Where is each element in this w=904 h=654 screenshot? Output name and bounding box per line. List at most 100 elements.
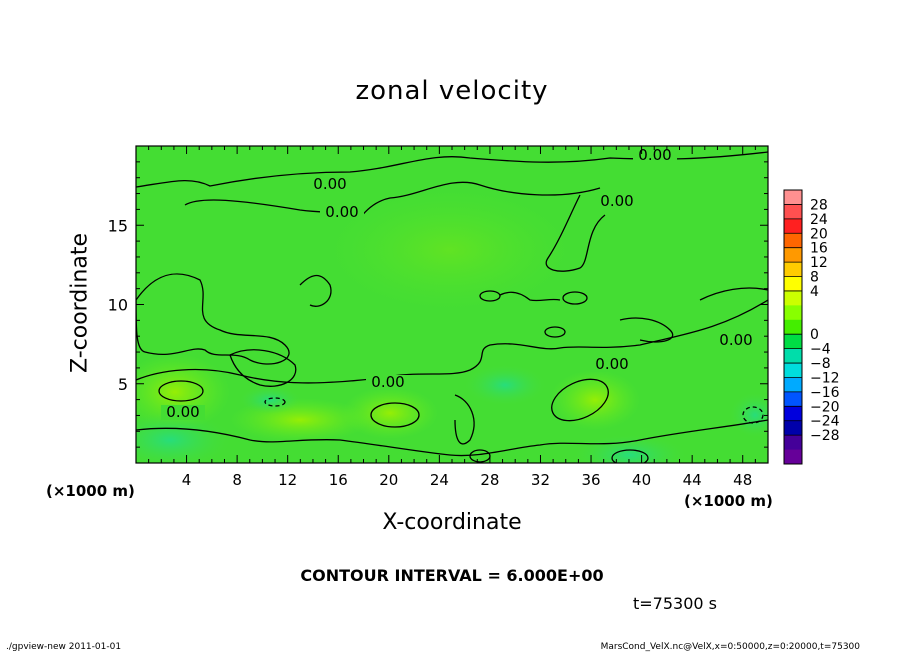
- contour-line: [699, 287, 768, 301]
- x-tick-label: 16: [329, 471, 348, 489]
- x-tick-label: 44: [683, 471, 702, 489]
- colorbar-label: −12: [810, 370, 840, 386]
- colorbar-swatch: [784, 435, 802, 451]
- colorbar-label: −28: [810, 428, 840, 444]
- field-patch: [550, 370, 640, 430]
- colorbar-label: −4: [810, 342, 831, 358]
- contour-label: 0.00: [719, 331, 752, 349]
- colorbar-swatch: [784, 247, 802, 263]
- contour-line: [619, 317, 674, 343]
- x-tick-label: 28: [480, 471, 499, 489]
- field-patch: [730, 393, 768, 437]
- field-patch: [136, 412, 230, 463]
- colorbar-label: 4: [810, 284, 819, 300]
- colorbar-swatch: [784, 391, 802, 407]
- contour-label: 0.00: [600, 192, 633, 210]
- colorbar-swatch: [784, 262, 802, 278]
- contour-line: [229, 349, 297, 387]
- y-axis-label: Z-coordinate: [67, 233, 93, 373]
- contour-label-bg: [595, 194, 639, 209]
- contour-label: 0.00: [595, 355, 628, 373]
- contour-line: [184, 181, 601, 219]
- contour-label-bg: [366, 375, 410, 390]
- x-axis: 4 8 12 16 20 24 28 32 36 40 44 48: [135, 146, 769, 489]
- contour-closed: [562, 291, 588, 305]
- field-patch: [575, 435, 685, 463]
- contour-labels: 0.00 0.00 0.00 0.00 0.00 0.00 0.00 0.00: [161, 146, 758, 421]
- contour-label-bg: [308, 177, 352, 192]
- contour-interval: CONTOUR INTERVAL = 6.000E+00: [300, 566, 604, 585]
- contour-label: 0.00: [638, 146, 671, 164]
- colorbar-label: −16: [810, 385, 840, 401]
- colorbar-swatch: [784, 334, 802, 350]
- y-axis: 5 10 15: [108, 145, 768, 464]
- y-tick-label: 10: [108, 296, 128, 315]
- colorbar-swatch: [784, 204, 802, 220]
- colorbar-label: 16: [810, 241, 828, 257]
- colorbar-swatch: [784, 190, 802, 205]
- colorbar-label: 8: [810, 270, 819, 286]
- colorbar-swatch: [784, 290, 802, 306]
- contour-lines: [136, 151, 768, 463]
- footer-right: MarsCond_VelX.nc@VelX,x=0:50000,z=0:2000…: [600, 642, 860, 652]
- colorbar-label: 28: [810, 197, 828, 213]
- colorbar-swatch: [784, 276, 802, 292]
- colorbar-frame: [783, 189, 803, 465]
- colorbar-swatch: [784, 406, 802, 422]
- x-tick-label: 40: [632, 471, 651, 489]
- contour-line: [454, 394, 475, 445]
- x-tick-label: 8: [232, 471, 242, 489]
- contour-label-bg: [590, 357, 634, 372]
- contour-label-bg: [161, 405, 205, 420]
- x-tick-label: 48: [733, 471, 752, 489]
- contour-line: [299, 274, 332, 307]
- contour-closed: [742, 406, 764, 424]
- contour-line: [499, 291, 561, 302]
- colorbar-swatch: [784, 218, 802, 234]
- chart-title: zonal velocity: [355, 76, 549, 106]
- colorbar-label: −8: [810, 356, 831, 372]
- contour-label: 0.00: [313, 175, 346, 193]
- x-tick-label: 32: [531, 471, 550, 489]
- contour-closed: [370, 402, 420, 428]
- contour-label-bg: [633, 148, 677, 163]
- heatmap-field: [136, 146, 768, 463]
- contour-closed: [158, 380, 204, 402]
- footer-left: ./gpview-new 2011-01-01: [6, 642, 122, 652]
- colorbar-swatch: [784, 233, 802, 249]
- y-tick-label: 15: [108, 216, 128, 235]
- contour-line: [136, 273, 290, 365]
- colorbar-swatch: [784, 449, 802, 465]
- colorbar-label: 24: [810, 212, 828, 228]
- colorbar-label: 12: [810, 255, 828, 271]
- contour-line: [136, 419, 768, 457]
- x-tick-label: 36: [581, 471, 600, 489]
- colorbar-label: −24: [810, 414, 840, 430]
- contour-label: 0.00: [371, 373, 404, 391]
- colorbar-swatch: [784, 348, 802, 364]
- colorbar-swatch: [784, 319, 802, 335]
- colorbar-label: −20: [810, 399, 840, 415]
- contour-label-bg: [714, 333, 758, 348]
- colorbar-swatch: [784, 420, 802, 436]
- y-tick-label: 5: [118, 375, 128, 394]
- field-patch: [465, 365, 545, 405]
- contour-closed: [551, 378, 609, 422]
- field-patch: [240, 386, 300, 414]
- contour-line: [545, 194, 606, 272]
- contour-closed: [544, 326, 566, 338]
- x-tick-label: 24: [430, 471, 449, 489]
- colorbar-label: 0: [810, 327, 819, 343]
- x-axis-label: X-coordinate: [382, 510, 522, 535]
- colorbar-swatch: [784, 363, 802, 378]
- contour-closed: [264, 397, 286, 407]
- x-tick-label: 4: [182, 471, 192, 489]
- field-patch: [330, 190, 570, 310]
- contour-label: 0.00: [325, 203, 358, 221]
- x-tick-label: 20: [379, 471, 398, 489]
- time-label: t=75300 s: [633, 594, 717, 613]
- colorbar-swatch: [784, 305, 802, 321]
- contour-label: 0.00: [166, 403, 199, 421]
- contour-closed: [479, 290, 501, 302]
